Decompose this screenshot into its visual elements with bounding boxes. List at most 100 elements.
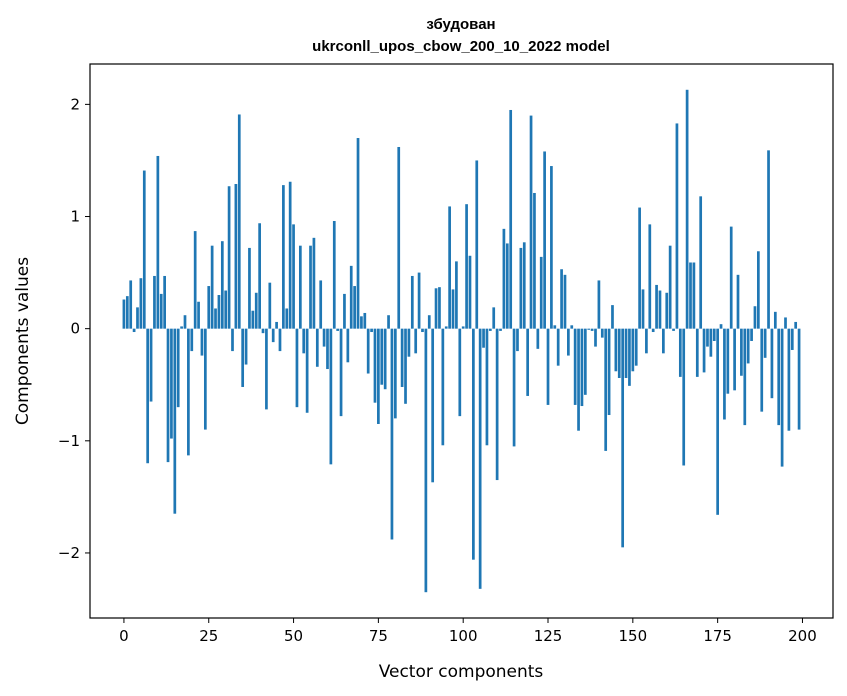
bar-64: [339, 328, 343, 417]
bar-23: [200, 328, 204, 356]
bar-78: [387, 315, 390, 329]
bar-80: [393, 328, 397, 419]
bar-46: [278, 328, 282, 352]
bar-189: [763, 328, 767, 358]
bar-56: [312, 237, 316, 329]
bar-168: [692, 262, 696, 329]
bar-14: [170, 328, 173, 439]
bar-49: [288, 181, 292, 329]
bar-58: [319, 280, 323, 329]
bar-178: [726, 328, 730, 394]
bar-167: [689, 262, 692, 329]
bar-172: [706, 328, 709, 347]
bar-59: [322, 328, 326, 347]
bar-63: [336, 328, 340, 331]
x-tick-label-175: 175: [703, 627, 732, 645]
bar-44: [271, 328, 275, 343]
bar-98: [455, 261, 458, 329]
bar-125: [546, 328, 550, 405]
bar-128: [556, 328, 560, 366]
bar-194: [780, 328, 784, 467]
bar-145: [614, 328, 618, 372]
bar-40: [258, 223, 261, 329]
bar-31: [227, 186, 231, 329]
bar-16: [176, 328, 180, 408]
bar-84: [407, 328, 411, 357]
bar-116: [516, 328, 519, 352]
bar-32: [231, 328, 234, 352]
bar-162: [672, 328, 675, 331]
bar-139: [594, 328, 597, 347]
bar-20: [190, 328, 194, 352]
bar-115: [512, 328, 516, 447]
bar-196: [787, 328, 791, 431]
bar-50: [292, 224, 295, 329]
bar-107: [485, 328, 489, 446]
bar-86: [414, 328, 418, 354]
bar-135: [580, 328, 584, 407]
bar-100: [461, 326, 465, 329]
bar-119: [526, 328, 530, 396]
bar-11: [159, 293, 163, 329]
bar-1: [125, 296, 129, 329]
bar-151: [634, 328, 638, 366]
bar-89: [424, 328, 428, 593]
bar-157: [655, 284, 658, 329]
bar-133: [573, 328, 577, 405]
bar-199: [797, 328, 801, 430]
bar-41: [261, 328, 265, 334]
bar-22: [197, 301, 200, 329]
bar-37: [248, 247, 251, 329]
bar-series: [122, 89, 801, 593]
bar-153: [641, 289, 645, 329]
bar-52: [298, 245, 302, 329]
bar-166: [685, 89, 689, 329]
bar-155: [648, 224, 652, 329]
bar-62: [332, 221, 336, 329]
bar-9: [153, 275, 156, 329]
bar-177: [723, 328, 726, 420]
bar-143: [607, 328, 611, 416]
bar-34: [237, 114, 241, 329]
bar-197: [790, 328, 794, 350]
bar-96: [448, 206, 451, 329]
x-tick-label-200: 200: [788, 627, 817, 645]
bar-53: [302, 328, 306, 354]
bar-160: [665, 292, 669, 329]
bar-48: [285, 308, 289, 329]
bar-176: [719, 324, 723, 329]
bar-121: [533, 192, 536, 329]
bar-67: [349, 265, 353, 329]
bar-27: [214, 308, 217, 329]
y-tick-label-0: 0: [70, 320, 80, 338]
bar-184: [746, 328, 750, 364]
bar-182: [740, 328, 743, 376]
bar-30: [224, 290, 228, 329]
bar-193: [777, 328, 781, 426]
bar-17: [180, 326, 183, 329]
bar-158: [658, 290, 662, 329]
bar-147: [621, 328, 625, 548]
bar-159: [662, 328, 665, 354]
bar-180: [733, 328, 736, 391]
chart-subtitle: ukrconll_upos_cbow_200_10_2022 model: [312, 38, 610, 55]
bar-81: [397, 146, 401, 329]
bar-108: [488, 328, 492, 331]
bar-114: [509, 109, 513, 329]
x-tick-label-75: 75: [369, 627, 388, 645]
bar-179: [729, 226, 733, 329]
bar-19: [187, 328, 190, 456]
bar-161: [668, 245, 672, 329]
bar-99: [458, 328, 462, 417]
bar-192: [773, 311, 777, 329]
bar-141: [600, 328, 604, 338]
bar-10: [156, 155, 160, 329]
bar-72: [366, 328, 370, 374]
bar-188: [760, 328, 764, 412]
bar-142: [604, 328, 608, 451]
y-tick-label-1: 1: [70, 208, 80, 226]
y-tick-label-2: 2: [70, 95, 80, 113]
x-tick-label-100: 100: [449, 627, 478, 645]
bar-45: [275, 321, 278, 329]
